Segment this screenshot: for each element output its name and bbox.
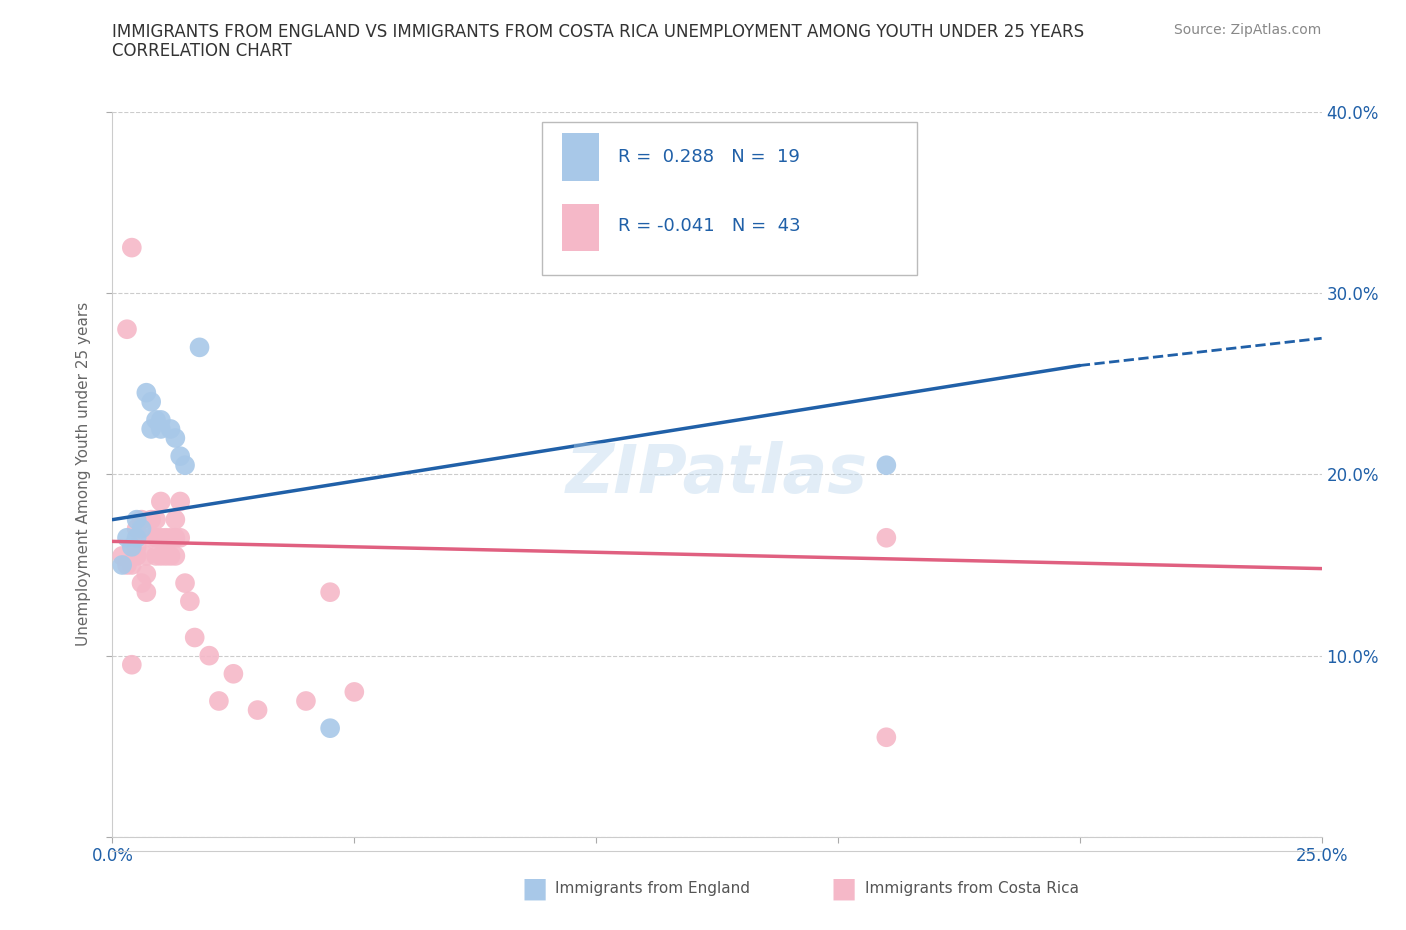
Point (165, 431, 187, 445)
Bar (562, 133, 599, 180)
Point (149, 530, 172, 545)
Point (125, 512, 148, 527)
Point (125, 521, 148, 536)
Point (169, 530, 191, 545)
Point (875, 730, 897, 745)
Point (115, 322, 138, 337)
Point (131, 521, 153, 536)
Point (135, 549, 157, 564)
Point (149, 494, 172, 509)
Point (159, 530, 181, 545)
Point (159, 549, 181, 564)
Point (141, 394, 163, 409)
Point (165, 530, 187, 545)
Point (135, 385, 157, 400)
Y-axis label: Unemployment Among Youth under 25 years: Unemployment Among Youth under 25 years (76, 302, 91, 646)
FancyBboxPatch shape (541, 123, 917, 275)
Point (115, 530, 138, 545)
Point (246, 703, 269, 718)
Text: Immigrants from Costa Rica: Immigrants from Costa Rica (865, 881, 1078, 896)
Point (169, 494, 191, 509)
Point (121, 240, 143, 255)
Point (145, 413, 167, 428)
Point (131, 512, 153, 527)
Point (125, 530, 148, 545)
Point (149, 413, 172, 428)
Point (135, 585, 157, 600)
Point (169, 449, 191, 464)
Point (198, 648, 221, 663)
Point (343, 684, 366, 699)
Point (183, 631, 205, 645)
Point (141, 530, 163, 545)
Text: IMMIGRANTS FROM ENGLAND VS IMMIGRANTS FROM COSTA RICA UNEMPLOYMENT AMONG YOUTH U: IMMIGRANTS FROM ENGLAND VS IMMIGRANTS FR… (112, 23, 1084, 41)
Text: R = -0.041   N =  43: R = -0.041 N = 43 (617, 218, 800, 235)
Point (125, 539, 148, 554)
Point (319, 585, 342, 600)
Point (121, 539, 143, 554)
Text: Immigrants from England: Immigrants from England (555, 881, 751, 896)
Point (111, 558, 134, 573)
Point (141, 421, 163, 436)
Point (125, 549, 148, 564)
Point (875, 458, 897, 472)
Text: Source: ZipAtlas.com: Source: ZipAtlas.com (1174, 23, 1322, 37)
Point (165, 549, 187, 564)
Point (145, 549, 167, 564)
Point (159, 421, 181, 436)
Point (319, 721, 342, 736)
Point (875, 530, 897, 545)
Point (149, 421, 172, 436)
Bar (562, 204, 599, 251)
Point (149, 549, 172, 564)
Text: ZIPatlas: ZIPatlas (567, 442, 868, 507)
Point (295, 694, 318, 709)
Text: ■: ■ (522, 874, 547, 902)
Point (135, 566, 157, 581)
Point (208, 694, 231, 709)
Text: ■: ■ (831, 874, 856, 902)
Point (111, 549, 134, 564)
Point (115, 558, 138, 573)
Point (155, 549, 177, 564)
Point (222, 666, 245, 681)
Point (174, 458, 197, 472)
Point (155, 530, 177, 545)
Point (121, 658, 143, 672)
Text: R =  0.288   N =  19: R = 0.288 N = 19 (617, 148, 800, 166)
Point (131, 576, 153, 591)
Point (121, 558, 143, 573)
Point (179, 594, 201, 609)
Point (174, 576, 197, 591)
Point (145, 530, 167, 545)
Point (141, 512, 163, 527)
Text: CORRELATION CHART: CORRELATION CHART (112, 42, 292, 60)
Point (165, 512, 187, 527)
Point (188, 340, 211, 355)
Point (145, 512, 167, 527)
